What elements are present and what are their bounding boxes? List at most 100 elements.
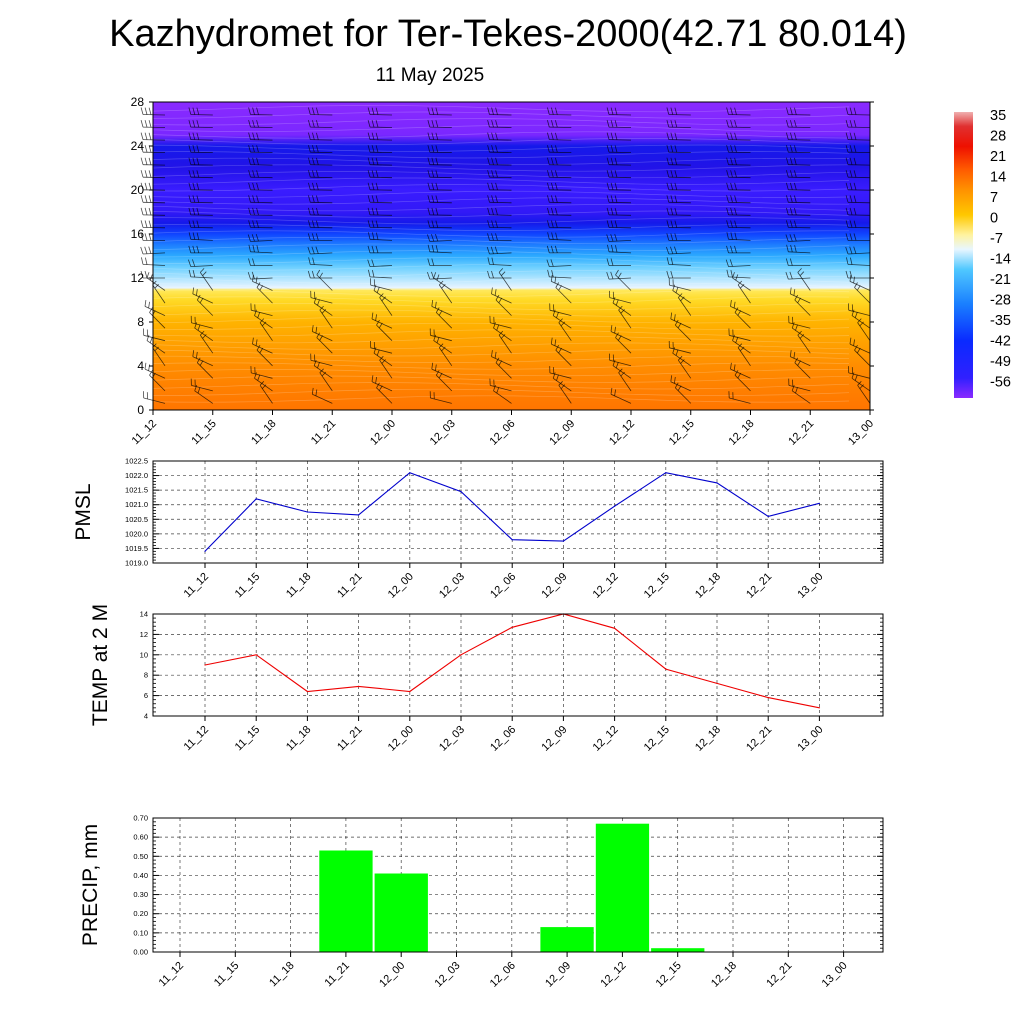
wind-barb-flag (316, 157, 319, 166)
y-tick-label: 0.70 (133, 814, 148, 823)
wind-barb-flag (371, 207, 375, 216)
wind-barb-flag (140, 233, 144, 241)
wind-barb-flag (311, 233, 315, 241)
wind-barb-flag (248, 195, 251, 203)
wind-barb (728, 328, 751, 342)
wind-barb-flag (786, 107, 789, 115)
wind-barb (547, 145, 572, 153)
wind-barb-staff (788, 176, 811, 179)
wind-barb (666, 119, 691, 128)
wind-barb-flag (435, 233, 439, 242)
pmsl-chart: 1019.0 1019.5 1020.0 1020.5 1021.0 1021.5 1022… (72, 457, 884, 601)
wind-barb (367, 107, 393, 116)
wind-barb-flag (610, 145, 614, 153)
wind-barb-flag (551, 170, 554, 178)
x-tick-label: 12_06 (488, 418, 518, 448)
wind-barb-flag (795, 324, 798, 331)
precip-bar (651, 948, 705, 952)
wind-barb-staff (788, 139, 811, 141)
wind-barb (846, 257, 871, 266)
wind-barb-flag (550, 245, 554, 254)
wind-barb-staff (489, 176, 512, 179)
wind-barb-flag (666, 132, 670, 140)
wind-barb-flag (789, 350, 792, 357)
wind-barb (194, 384, 214, 404)
wind-barb-flag (555, 120, 558, 128)
wind-barb-staff (250, 201, 273, 204)
wind-barb-flag (427, 220, 431, 228)
contour-line (152, 151, 850, 159)
wind-barb (427, 258, 452, 266)
wind-barb-flag (606, 234, 610, 242)
x-tick-label: 11_21 (335, 571, 365, 601)
wind-barb (143, 328, 166, 342)
wind-barb-flag (146, 272, 150, 279)
wind-barb (188, 232, 213, 241)
wind-barb (427, 119, 452, 128)
wind-barb (367, 195, 393, 204)
wind-barb-flag (793, 289, 796, 296)
wind-barb (373, 347, 393, 367)
wind-barb-flag (308, 157, 311, 165)
wind-barb-flag (850, 257, 853, 265)
wind-barb-flag (312, 220, 315, 228)
wind-barb-flag (726, 145, 729, 153)
wind-barb-flag (859, 321, 864, 327)
wind-barb-flag (316, 220, 319, 228)
wind-barb-flag (371, 170, 375, 178)
wind-barb-flag (546, 259, 550, 267)
wind-barb-flag (427, 170, 431, 178)
wind-barb-flag (316, 195, 319, 203)
wind-barb-flag (188, 145, 192, 153)
wind-barb (308, 132, 333, 141)
wind-barb-staff (489, 114, 512, 116)
contour-line (152, 289, 850, 297)
wind-barb-flag (255, 339, 258, 346)
wind-barb-flag (188, 220, 192, 228)
wind-barb-flag (794, 157, 797, 166)
wind-barb-flag (196, 351, 198, 359)
wind-barb-flag (551, 107, 554, 115)
wind-barb-flag (799, 271, 805, 276)
wind-barb-flag (375, 207, 379, 216)
wind-barb-staff (489, 139, 512, 141)
wind-barb-flag (560, 384, 566, 389)
wind-barb-flag (786, 157, 789, 165)
wind-barb (141, 257, 166, 266)
wind-barb-flag (435, 370, 440, 376)
wind-barb-flag (188, 232, 192, 240)
wind-barb-flag (614, 389, 616, 396)
wind-barb-flag (547, 157, 550, 165)
wind-barb (726, 145, 751, 153)
wind-barb-flag (610, 271, 614, 280)
wind-barb-flag (853, 233, 857, 241)
plot-frame (152, 613, 884, 717)
wind-barb-flag (555, 220, 558, 228)
wind-barb-flag (248, 182, 251, 190)
wind-barb-flag (614, 195, 618, 203)
wind-barb-flag (730, 300, 732, 307)
wind-barb-flag (427, 207, 431, 216)
wind-barb (248, 119, 273, 128)
wind-barb (786, 207, 811, 216)
wind-barb-flag (376, 382, 380, 389)
wind-barb (188, 182, 213, 191)
wind-barb-flag (555, 232, 558, 240)
wind-barb-flag (795, 387, 798, 394)
wind-barb-flag (257, 311, 261, 318)
wind-barb-flag (192, 350, 195, 357)
wind-barb-flag (308, 107, 311, 115)
wind-barb (367, 132, 393, 141)
wind-barb-flag (192, 259, 196, 267)
wind-barb (489, 315, 512, 329)
wind-barb-flag (730, 362, 732, 370)
wind-barb-staff (788, 114, 811, 116)
wind-barb (427, 195, 452, 204)
wind-barb-flag (248, 258, 251, 266)
data-point (665, 472, 667, 474)
wind-barb-flag (316, 182, 319, 191)
wind-barb-flag (610, 170, 614, 178)
y-tick-label: 24 (131, 139, 145, 153)
precip-chart: 0.00 0.10 0.20 0.30 0.40 0.50 0.60 0.70 11_12 11_… (79, 814, 884, 990)
wind-barb-flag (666, 207, 670, 216)
